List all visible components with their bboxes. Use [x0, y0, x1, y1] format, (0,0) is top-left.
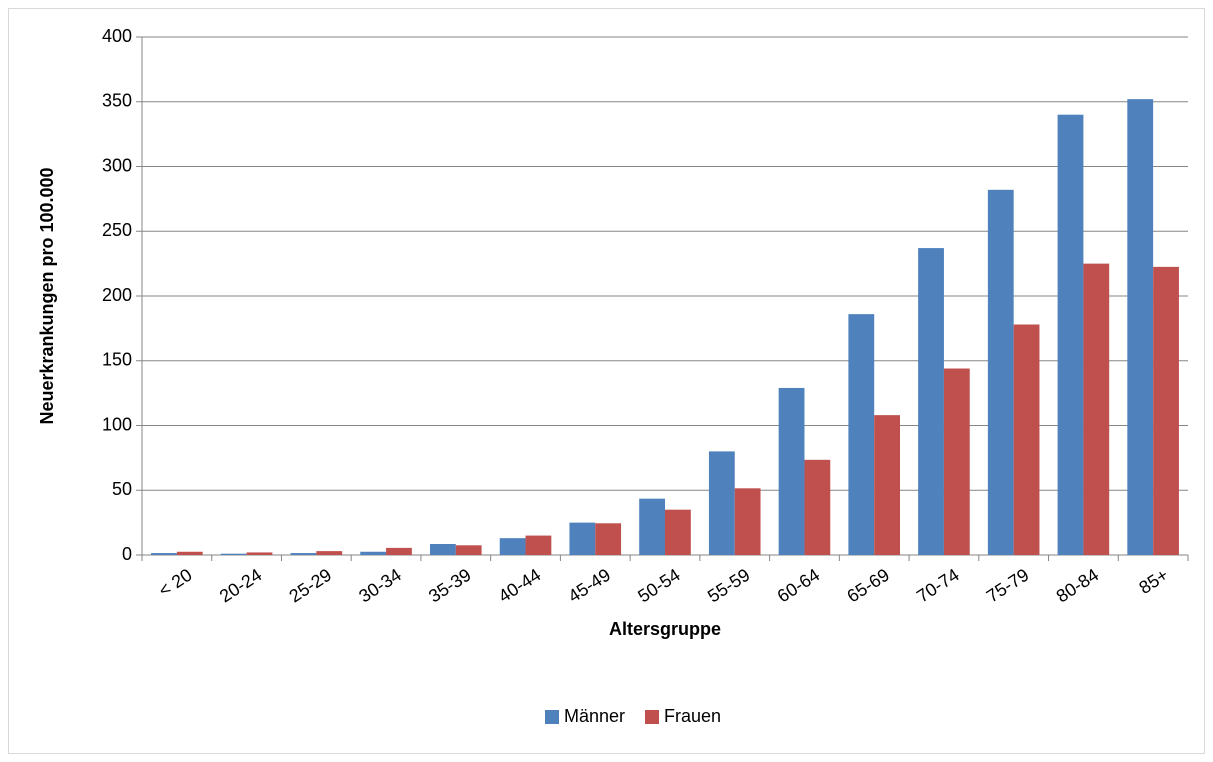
- bar: [246, 552, 273, 555]
- bar: [639, 498, 665, 555]
- bar: [778, 387, 805, 555]
- bar: [499, 538, 526, 555]
- bar: [220, 553, 247, 555]
- bar: [734, 488, 761, 555]
- bar: [429, 543, 456, 555]
- bar: [1127, 99, 1154, 555]
- bar: [708, 451, 735, 555]
- y-tick-label: 250: [102, 220, 132, 240]
- bar: [1057, 114, 1084, 555]
- bar: [987, 189, 1014, 555]
- bar: [918, 248, 944, 555]
- y-tick-label: 100: [102, 414, 132, 434]
- y-tick-label: 200: [102, 285, 132, 305]
- y-tick-label: 300: [102, 155, 132, 175]
- bar: [290, 553, 317, 555]
- bar: [848, 314, 875, 555]
- bar: [360, 551, 387, 555]
- bar: [1013, 324, 1040, 555]
- y-tick-label: 350: [102, 91, 132, 111]
- bar: [176, 551, 203, 555]
- bar: [1083, 263, 1110, 555]
- bar: [151, 553, 177, 555]
- legend-swatch: [645, 710, 659, 724]
- x-axis-title: Altersgruppe: [609, 619, 721, 639]
- bar: [874, 415, 901, 555]
- bar: [804, 459, 831, 555]
- bar: [455, 545, 482, 555]
- bar: [595, 523, 622, 555]
- bar: [943, 368, 970, 555]
- bar: [316, 551, 343, 555]
- bar: [665, 509, 691, 555]
- legend-label: Männer: [564, 706, 625, 726]
- legend-swatch: [545, 710, 559, 724]
- y-tick-label: 400: [102, 26, 132, 46]
- y-tick-label: 150: [102, 350, 132, 370]
- y-axis-title: Neuerkrankungen pro 100.000: [37, 167, 57, 424]
- bar: [569, 522, 596, 555]
- bar: [1153, 266, 1179, 555]
- bar: [386, 547, 412, 555]
- y-tick-label: 0: [122, 544, 132, 564]
- y-tick-label: 50: [112, 479, 132, 499]
- legend-label: Frauen: [664, 706, 721, 726]
- bar: [525, 535, 552, 555]
